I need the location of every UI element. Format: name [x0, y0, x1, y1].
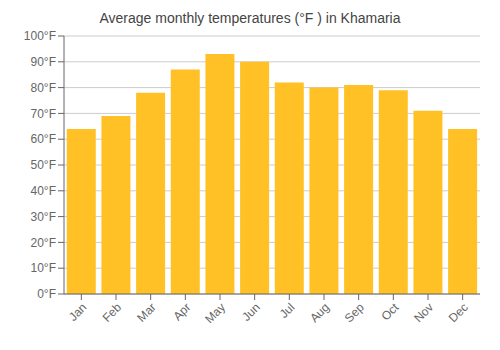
svg-text:Jun: Jun: [239, 300, 263, 324]
svg-text:0°F: 0°F: [37, 287, 56, 301]
svg-text:80°F: 80°F: [31, 81, 56, 95]
svg-text:70°F: 70°F: [31, 107, 56, 121]
svg-text:50°F: 50°F: [31, 158, 56, 172]
svg-text:30°F: 30°F: [31, 210, 56, 224]
svg-text:Mar: Mar: [134, 300, 159, 325]
svg-text:Jan: Jan: [66, 300, 90, 324]
svg-text:40°F: 40°F: [31, 184, 56, 198]
svg-text:Jul: Jul: [277, 300, 298, 321]
svg-text:10°F: 10°F: [31, 261, 56, 275]
svg-text:100°F: 100°F: [24, 29, 56, 43]
svg-text:Aug: Aug: [307, 300, 332, 325]
svg-text:May: May: [202, 300, 228, 326]
svg-text:20°F: 20°F: [31, 236, 56, 250]
svg-text:Sep: Sep: [342, 300, 367, 325]
html-text:Average monthly temperatures (: Average monthly temperatures (°F ) in Kh…: [99, 10, 401, 26]
svg-text:Apr: Apr: [170, 300, 193, 323]
svg-text:60°F: 60°F: [31, 132, 56, 146]
svg-text:90°F: 90°F: [31, 55, 56, 69]
svg-text:Oct: Oct: [378, 300, 402, 324]
svg-text:Dec: Dec: [446, 300, 471, 325]
svg-text:Nov: Nov: [411, 300, 436, 325]
svg-text:Feb: Feb: [100, 300, 125, 325]
